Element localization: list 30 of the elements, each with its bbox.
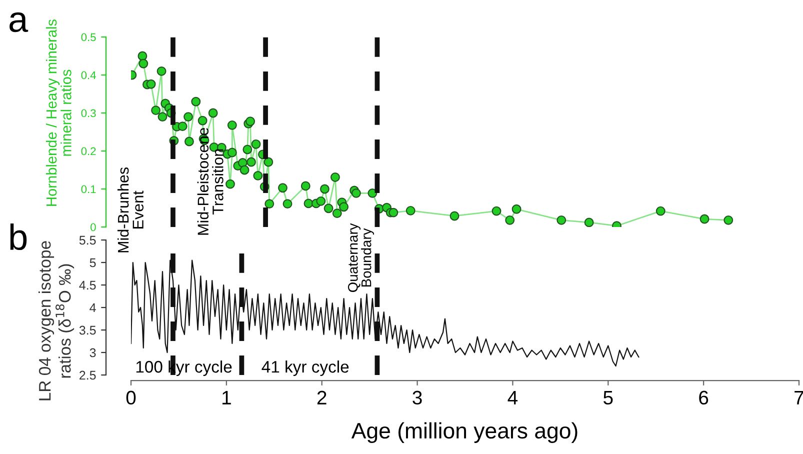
y-tick-label: 0	[90, 223, 96, 232]
x-tick-label: 7	[794, 390, 803, 404]
y-tick-label: 4	[90, 303, 96, 312]
annotation: Mid-Brunhes Event	[117, 167, 144, 252]
y-tick-label: 0.2	[81, 147, 96, 156]
annotation: Quaternary Boundary	[348, 223, 374, 292]
y-tick-label: 5.5	[79, 236, 96, 245]
y-axis-title: Hornblende / Heavy minerals mineral ratios	[46, 19, 72, 206]
text: a	[10, 12, 28, 32]
x-axis-title: Age (million years ago)	[351, 422, 578, 444]
y-tick-label: 3.5	[79, 326, 96, 335]
x-tick-label: 3	[412, 390, 422, 405]
y-tick-label: 4.5	[79, 280, 96, 290]
y-tick-label: 0.1	[81, 185, 96, 194]
y-axis-title: LR 04 oxygen isotope ratios (δ$^{18}$O ‰)	[38, 241, 74, 400]
annotation: Mid-Pleistocene Transition	[197, 128, 224, 235]
x-tick-label: 4	[508, 390, 518, 404]
y-tick-label: 5	[90, 258, 96, 268]
x-tick-label: 5	[604, 390, 613, 405]
y-tick-label: 3	[90, 348, 96, 358]
annotation: 41 kyr cycle	[262, 360, 349, 376]
y-tick-label: 0.4	[81, 71, 96, 80]
x-tick-label: 2	[317, 390, 326, 404]
y-tick-label: 2.5	[80, 370, 96, 380]
y-tick-label: 0.5	[81, 33, 96, 42]
x-tick-label: 1	[222, 390, 231, 404]
x-tick-label: 6	[699, 390, 708, 405]
x-tick-label: 0	[126, 390, 136, 405]
text: b	[10, 224, 27, 250]
y-tick-label: 0.3	[81, 109, 96, 118]
